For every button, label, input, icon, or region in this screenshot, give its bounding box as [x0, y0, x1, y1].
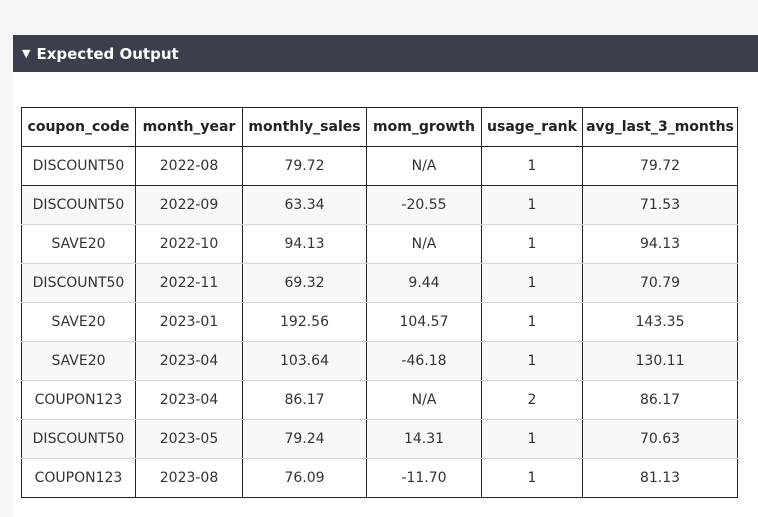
- table-cell: 130.11: [582, 341, 738, 381]
- table-cell: 94.13: [582, 224, 738, 264]
- expected-output-toggle[interactable]: ▼ Expected Output: [13, 35, 758, 72]
- table-cell: 2022-10: [135, 224, 243, 264]
- table-cell: DISCOUNT50: [21, 263, 136, 303]
- table-cell: 2023-05: [135, 419, 243, 459]
- table-row: SAVE20 2023-01 192.56 104.57 1 143.35: [21, 302, 738, 342]
- table-cell: 79.72: [582, 146, 738, 186]
- table-row: DISCOUNT50 2022-09 63.34 -20.55 1 71.53: [21, 185, 738, 225]
- table-row: DISCOUNT50 2022-08 79.72 N/A 1 79.72: [21, 146, 738, 186]
- table-cell: 2023-04: [135, 380, 243, 420]
- table-cell: 70.63: [582, 419, 738, 459]
- table-cell: 81.13: [582, 458, 738, 498]
- table-cell: COUPON123: [21, 380, 136, 420]
- table-cell: 86.17: [582, 380, 738, 420]
- table-cell: 94.13: [242, 224, 367, 264]
- table-cell: 71.53: [582, 185, 738, 225]
- table-cell: 2022-08: [135, 146, 243, 186]
- table-cell: 143.35: [582, 302, 738, 342]
- caret-down-icon: ▼: [22, 47, 31, 60]
- table-row: COUPON123 2023-08 76.09 -11.70 1 81.13: [21, 458, 738, 498]
- table-cell: 1: [481, 302, 583, 342]
- column-header: usage_rank: [481, 107, 583, 147]
- table-cell: 76.09: [242, 458, 367, 498]
- table-cell: N/A: [366, 380, 482, 420]
- table-row: SAVE20 2023-04 103.64 -46.18 1 130.11: [21, 341, 738, 381]
- table-cell: 1: [481, 419, 583, 459]
- table-cell: SAVE20: [21, 224, 136, 264]
- table-cell: 69.32: [242, 263, 367, 303]
- column-header: monthly_sales: [242, 107, 367, 147]
- table-cell: DISCOUNT50: [21, 419, 136, 459]
- table-cell: 2: [481, 380, 583, 420]
- table-cell: COUPON123: [21, 458, 136, 498]
- table-cell: N/A: [366, 146, 482, 186]
- table-row: DISCOUNT50 2022-11 69.32 9.44 1 70.79: [21, 263, 738, 303]
- table-cell: 70.79: [582, 263, 738, 303]
- table-cell: SAVE20: [21, 341, 136, 381]
- table-cell: -20.55: [366, 185, 482, 225]
- column-header: mom_growth: [366, 107, 482, 147]
- column-header: month_year: [135, 107, 243, 147]
- table-cell: 79.24: [242, 419, 367, 459]
- table-cell: 1: [481, 146, 583, 186]
- table-cell: 1: [481, 458, 583, 498]
- table-cell: 192.56: [242, 302, 367, 342]
- table-cell: -11.70: [366, 458, 482, 498]
- expected-output-panel: ▼ Expected Output coupon_code month_year…: [13, 35, 758, 517]
- column-header: avg_last_3_months: [582, 107, 738, 147]
- table-cell: 2022-09: [135, 185, 243, 225]
- table-cell: DISCOUNT50: [21, 185, 136, 225]
- table-cell: N/A: [366, 224, 482, 264]
- table-cell: SAVE20: [21, 302, 136, 342]
- column-header: coupon_code: [21, 107, 136, 147]
- table-cell: 9.44: [366, 263, 482, 303]
- table-cell: 1: [481, 263, 583, 303]
- table-cell: 103.64: [242, 341, 367, 381]
- table-row: COUPON123 2023-04 86.17 N/A 2 86.17: [21, 380, 738, 420]
- table-cell: 2022-11: [135, 263, 243, 303]
- table-row: SAVE20 2022-10 94.13 N/A 1 94.13: [21, 224, 738, 264]
- output-table: coupon_code month_year monthly_sales mom…: [21, 107, 738, 498]
- table-cell: 2023-01: [135, 302, 243, 342]
- table-cell: 1: [481, 341, 583, 381]
- table-cell: 1: [481, 224, 583, 264]
- table-cell: 63.34: [242, 185, 367, 225]
- table-row: DISCOUNT50 2023-05 79.24 14.31 1 70.63: [21, 419, 738, 459]
- table-cell: 2023-04: [135, 341, 243, 381]
- table-cell: -46.18: [366, 341, 482, 381]
- panel-title: Expected Output: [36, 44, 179, 63]
- table-cell: 14.31: [366, 419, 482, 459]
- table-cell: DISCOUNT50: [21, 146, 136, 186]
- table-header-row: coupon_code month_year monthly_sales mom…: [21, 107, 738, 147]
- table-cell: 104.57: [366, 302, 482, 342]
- table-cell: 2023-08: [135, 458, 243, 498]
- table-cell: 1: [481, 185, 583, 225]
- panel-body: coupon_code month_year monthly_sales mom…: [13, 72, 758, 517]
- table-cell: 79.72: [242, 146, 367, 186]
- table-cell: 86.17: [242, 380, 367, 420]
